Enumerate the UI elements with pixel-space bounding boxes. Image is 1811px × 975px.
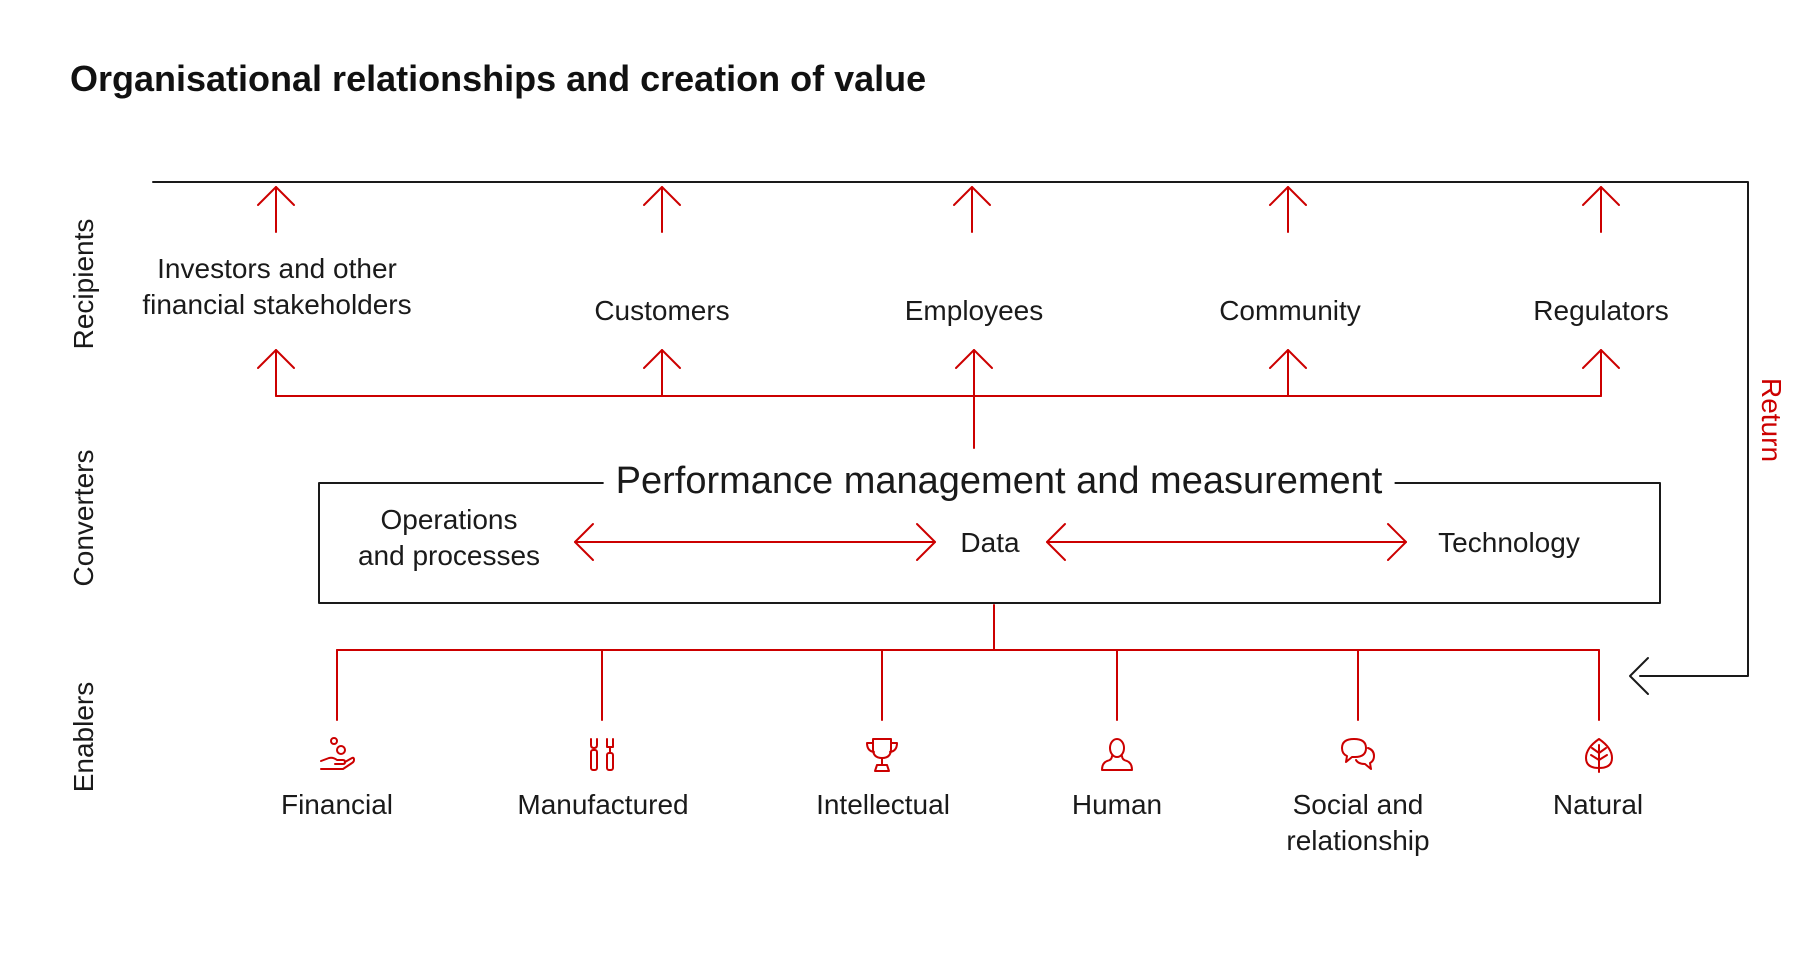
tools-icon (590, 738, 614, 771)
person-icon (1101, 738, 1133, 771)
enabler-connectors (336, 604, 1600, 721)
recipient-customers: Customers (594, 295, 730, 326)
enabler-human: Human (1071, 789, 1163, 820)
hand-coins-icon (320, 737, 355, 770)
converter-arrows (574, 523, 1407, 561)
return-loop (152, 181, 1749, 695)
speech-bubbles-icon (1341, 738, 1375, 770)
trophy-icon (866, 738, 898, 772)
side-label-recipients: Recipients (68, 218, 99, 350)
converter-label: and processes (357, 539, 541, 571)
side-label-enablers: Enablers (68, 681, 99, 793)
recipient-regulators: Regulators (1533, 295, 1669, 326)
side-label-converters: Converters (68, 449, 99, 587)
enabler-intellectual: Intellectual (816, 789, 950, 820)
converter-data: Data (960, 527, 1020, 558)
diagram-title: Organisational relationships and creatio… (70, 58, 927, 99)
enabler-label: relationship (1286, 824, 1430, 856)
return-label: Return (1756, 377, 1787, 463)
converter-label: Operations (380, 504, 518, 535)
recipient-community: Community (1219, 295, 1361, 326)
enabler-manufactured: Manufactured (517, 789, 689, 820)
converter-technology: Technology (1438, 527, 1580, 558)
leaf-icon (1585, 738, 1613, 773)
recipient-label: financial stakeholders (142, 288, 412, 320)
converter-operations: Operations and processes (358, 502, 540, 574)
top-arrows (257, 186, 1620, 233)
enabler-natural: Natural (1552, 789, 1644, 820)
enabler-financial: Financial (280, 789, 394, 820)
recipient-arrows (257, 349, 1620, 449)
recipient-label: Investors and other (157, 253, 397, 284)
recipient-employees: Employees (904, 295, 1044, 326)
converters-box-title: Performance management and measurement (603, 460, 1395, 503)
recipient-investors: Investors and other financial stakeholde… (142, 251, 411, 323)
enabler-label: Social and (1292, 789, 1424, 820)
enabler-social-relationship: Social and relationship (1286, 787, 1429, 859)
